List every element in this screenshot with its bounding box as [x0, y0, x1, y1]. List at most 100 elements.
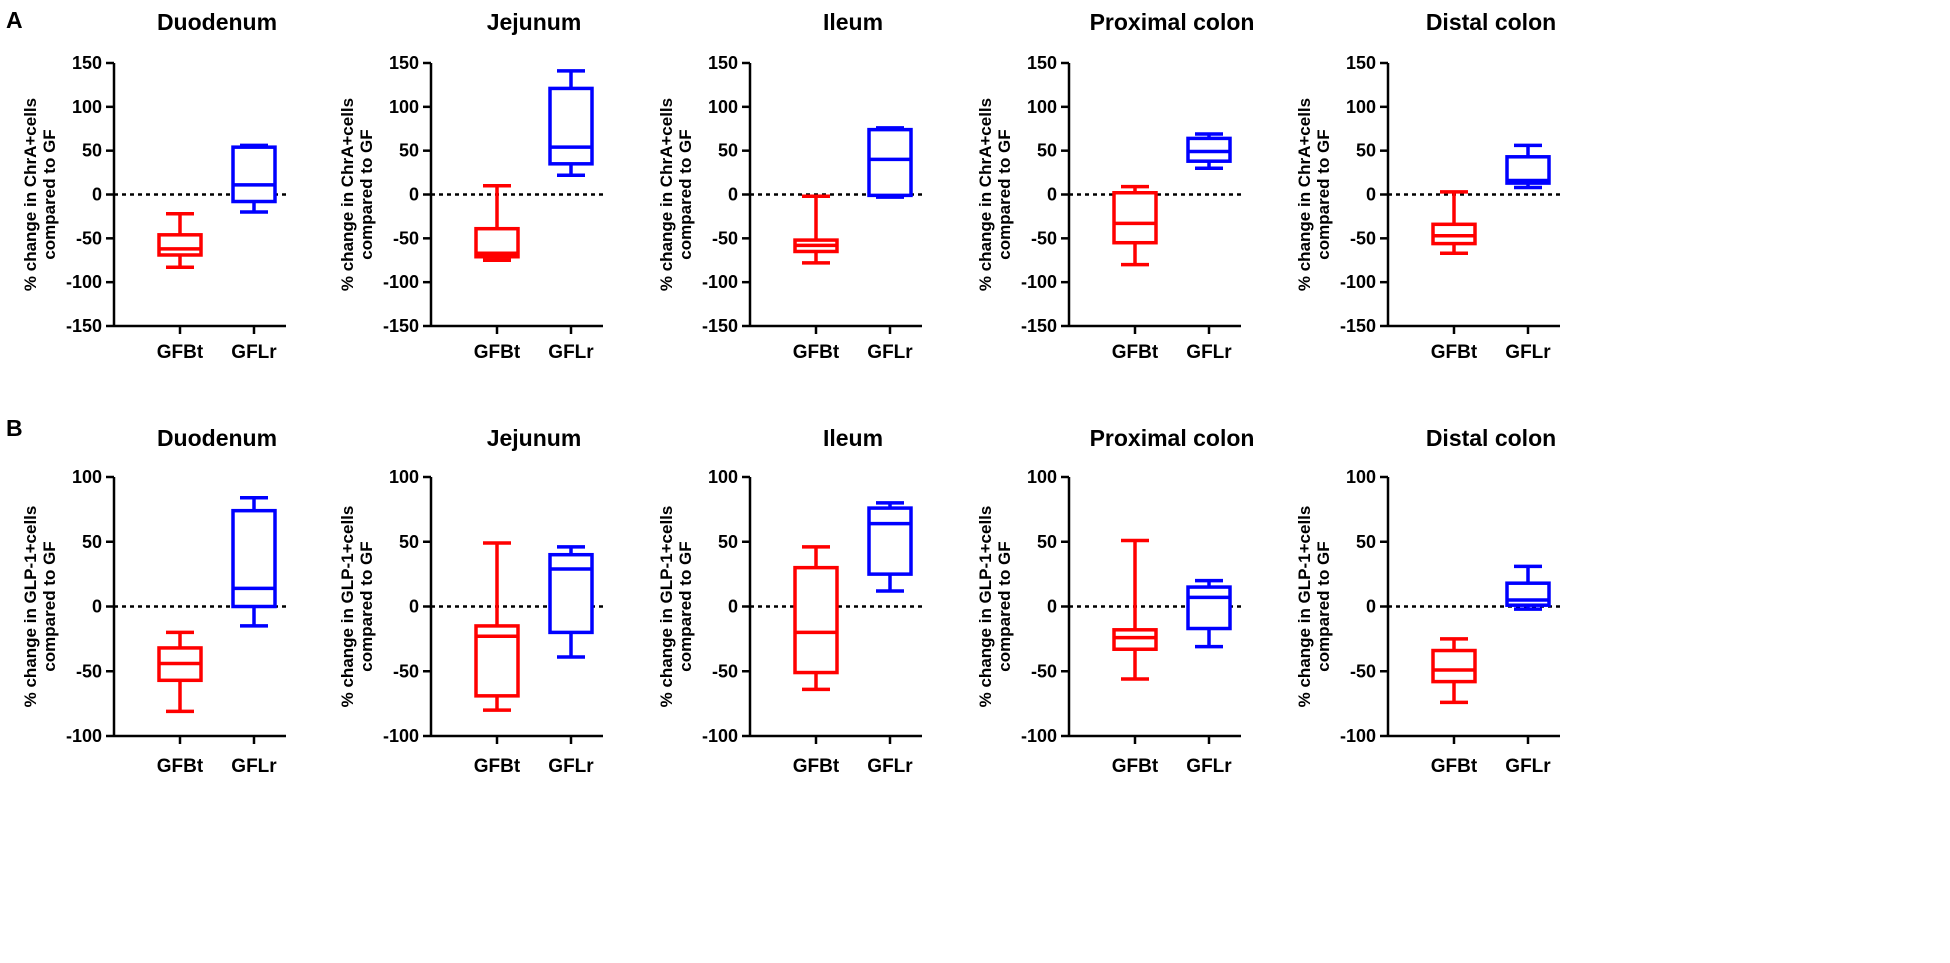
y-tick-label: 50 [718, 532, 738, 552]
chart-title: Duodenum [157, 425, 277, 451]
iqr-box [1505, 155, 1551, 185]
y-tick-label: 100 [1346, 467, 1376, 487]
panel-label-a: A [6, 7, 23, 33]
chart-a-proximal-colon: Proximal colon % change in ChrA+cells comp… [976, 9, 1254, 363]
y-tick-label: -100 [383, 272, 419, 292]
box-gflr [231, 143, 277, 214]
y-tick-label: -150 [383, 316, 419, 336]
y-tick-label: 100 [72, 97, 102, 117]
y-tick-label: -100 [1021, 272, 1057, 292]
y-tick-label: 0 [728, 597, 738, 617]
y-axis-label-line1: % change in GLP-1+cells [976, 506, 995, 708]
y-axis-label-line2: compared to GF [995, 541, 1014, 671]
y-tick-label: -100 [66, 272, 102, 292]
y-tick-label: 150 [708, 53, 738, 73]
y-tick-label: -150 [1340, 316, 1376, 336]
x-tick-label-gfbt: GFBt [157, 756, 204, 777]
y-tick-label: 0 [92, 185, 102, 205]
y-axis-label-line1: % change in ChrA+cells [976, 98, 995, 291]
y-axis-label-line2: compared to GF [1314, 541, 1333, 671]
y-tick-label: 100 [72, 467, 102, 487]
box-gfbt [157, 212, 203, 270]
y-axis-label-line1: % change in GLP-1+cells [657, 506, 676, 708]
x-tick-label-gfbt: GFBt [474, 342, 521, 363]
y-axis-label-line1: % change in ChrA+cells [21, 98, 40, 291]
y-tick-label: 0 [409, 185, 419, 205]
box-gflr [867, 501, 913, 593]
y-tick-label: 50 [399, 141, 419, 161]
y-tick-label: -50 [393, 661, 419, 681]
x-tick-label-gfbt: GFBt [474, 756, 521, 777]
x-tick-label-gflr: GFLr [548, 756, 594, 777]
x-tick-label-gflr: GFLr [867, 756, 913, 777]
y-tick-label: -100 [1340, 726, 1376, 746]
y-tick-label: 0 [1047, 597, 1057, 617]
y-tick-label: -100 [66, 726, 102, 746]
y-tick-label: -150 [66, 316, 102, 336]
iqr-box [867, 127, 913, 198]
y-tick-label: 50 [399, 532, 419, 552]
chart-b-distal-colon: Distal colon % change in GLP-1+cells compa… [1295, 425, 1560, 777]
y-tick-label: -100 [702, 726, 738, 746]
panel-label-b: B [6, 415, 23, 441]
box-gfbt [474, 541, 520, 712]
box-gfbt [1431, 637, 1477, 705]
x-tick-label-gfbt: GFBt [1431, 756, 1478, 777]
box-gfbt [1112, 538, 1158, 681]
chart-a-ileum: Ileum % change in ChrA+cells compared to G… [657, 9, 922, 363]
y-tick-label: 0 [728, 185, 738, 205]
iqr-box [548, 86, 594, 166]
iqr-box [231, 508, 277, 609]
y-tick-label: 50 [82, 141, 102, 161]
box-gfbt [474, 183, 520, 262]
y-axis-label-line1: % change in ChrA+cells [657, 98, 676, 291]
y-tick-label: 100 [708, 467, 738, 487]
y-axis-label-line2: compared to GF [995, 129, 1014, 259]
chart-b-duodenum: Duodenum % change in GLP-1+cells compared … [21, 425, 286, 777]
y-tick-label: -150 [1021, 316, 1057, 336]
y-axis-label-line1: % change in GLP-1+cells [338, 506, 357, 708]
y-tick-label: -50 [1350, 661, 1376, 681]
x-tick-label-gfbt: GFBt [1112, 342, 1159, 363]
chart-a-jejunum: Jejunum % change in ChrA+cells compared to… [338, 9, 603, 363]
y-axis-label-line1: % change in ChrA+cells [338, 98, 357, 291]
y-axis-label-line2: compared to GF [40, 129, 59, 259]
box-gflr [1505, 564, 1551, 611]
x-tick-label-gflr: GFLr [1186, 342, 1232, 363]
y-tick-label: -100 [1021, 726, 1057, 746]
y-tick-label: 150 [1027, 53, 1057, 73]
y-axis-label-line1: % change in GLP-1+cells [1295, 506, 1314, 708]
iqr-box [1505, 581, 1551, 607]
chart-title: Ileum [823, 9, 883, 35]
box-gflr [231, 495, 277, 628]
chart-title: Jejunum [487, 425, 582, 451]
y-tick-label: -50 [712, 228, 738, 248]
x-tick-label-gflr: GFLr [1186, 756, 1232, 777]
chart-title: Distal colon [1426, 9, 1556, 35]
x-tick-label-gfbt: GFBt [793, 342, 840, 363]
y-tick-label: 150 [72, 53, 102, 73]
iqr-box [1112, 190, 1158, 245]
chart-title: Proximal colon [1090, 9, 1255, 35]
y-tick-label: 150 [1346, 53, 1376, 73]
iqr-box [1186, 136, 1232, 163]
box-gfbt [1112, 184, 1158, 267]
y-tick-label: 0 [1047, 185, 1057, 205]
chart-title: Proximal colon [1090, 425, 1255, 451]
y-tick-label: 100 [389, 467, 419, 487]
iqr-box [1431, 648, 1477, 684]
y-tick-label: -50 [712, 661, 738, 681]
y-tick-label: -50 [393, 228, 419, 248]
box-gfbt [793, 545, 839, 692]
chart-b-jejunum: Jejunum % change in GLP-1+cells compared t… [338, 425, 603, 777]
iqr-box [1431, 222, 1477, 246]
iqr-box [867, 506, 913, 576]
y-tick-label: 0 [1366, 185, 1376, 205]
y-tick-label: 0 [92, 597, 102, 617]
y-tick-label: -100 [383, 726, 419, 746]
chart-title: Jejunum [487, 9, 582, 35]
y-tick-label: 100 [1346, 97, 1376, 117]
box-gflr [548, 545, 594, 659]
box-gfbt [793, 194, 839, 265]
